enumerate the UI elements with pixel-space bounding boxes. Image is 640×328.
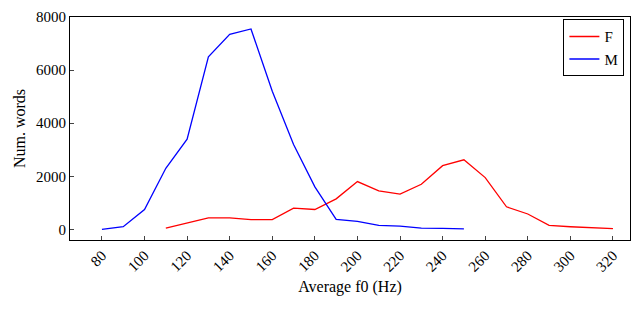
svg-text:4000: 4000 [36,115,66,131]
svg-text:260: 260 [465,248,492,275]
svg-text:180: 180 [295,248,322,275]
svg-text:Num. words: Num. words [11,89,28,168]
svg-text:160: 160 [252,248,279,275]
svg-text:0: 0 [59,222,67,238]
svg-text:2000: 2000 [36,169,66,185]
svg-text:80: 80 [87,248,109,270]
svg-text:200: 200 [338,248,365,275]
svg-text:F: F [604,29,612,45]
svg-text:220: 220 [380,248,407,275]
svg-text:140: 140 [210,248,237,275]
svg-text:100: 100 [125,248,152,275]
svg-text:280: 280 [508,248,535,275]
svg-text:320: 320 [593,248,620,275]
svg-text:Average f0 (Hz): Average f0 (Hz) [298,278,402,296]
svg-text:240: 240 [423,248,450,275]
svg-text:120: 120 [167,248,194,275]
svg-text:M: M [604,52,617,68]
svg-text:300: 300 [551,248,578,275]
svg-text:8000: 8000 [36,9,66,25]
svg-text:6000: 6000 [36,62,66,78]
